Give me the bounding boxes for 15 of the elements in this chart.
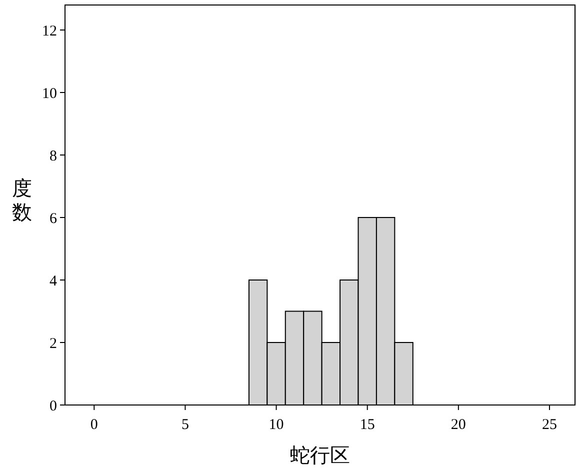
y-tick-label: 8 xyxy=(50,148,57,164)
x-tick-label: 5 xyxy=(181,417,189,433)
y-tick-label: 4 xyxy=(50,273,58,290)
y-tick-label: 6 xyxy=(50,210,58,227)
x-tick-label: 20 xyxy=(450,417,466,433)
x-tick-label: 0 xyxy=(90,417,98,433)
x-tick-label: 10 xyxy=(268,417,284,433)
x-axis-title: 蛇行区 xyxy=(290,445,350,467)
y-tick-label: 10 xyxy=(42,86,57,102)
x-tick-label: 25 xyxy=(542,417,557,433)
y-tick-label: 0 xyxy=(50,398,57,414)
x-tick-label: 15 xyxy=(360,417,375,433)
y-axis-title: 度数 xyxy=(12,178,32,224)
y-tick-label: 2 xyxy=(50,336,57,352)
y-tick-label: 12 xyxy=(42,23,57,40)
